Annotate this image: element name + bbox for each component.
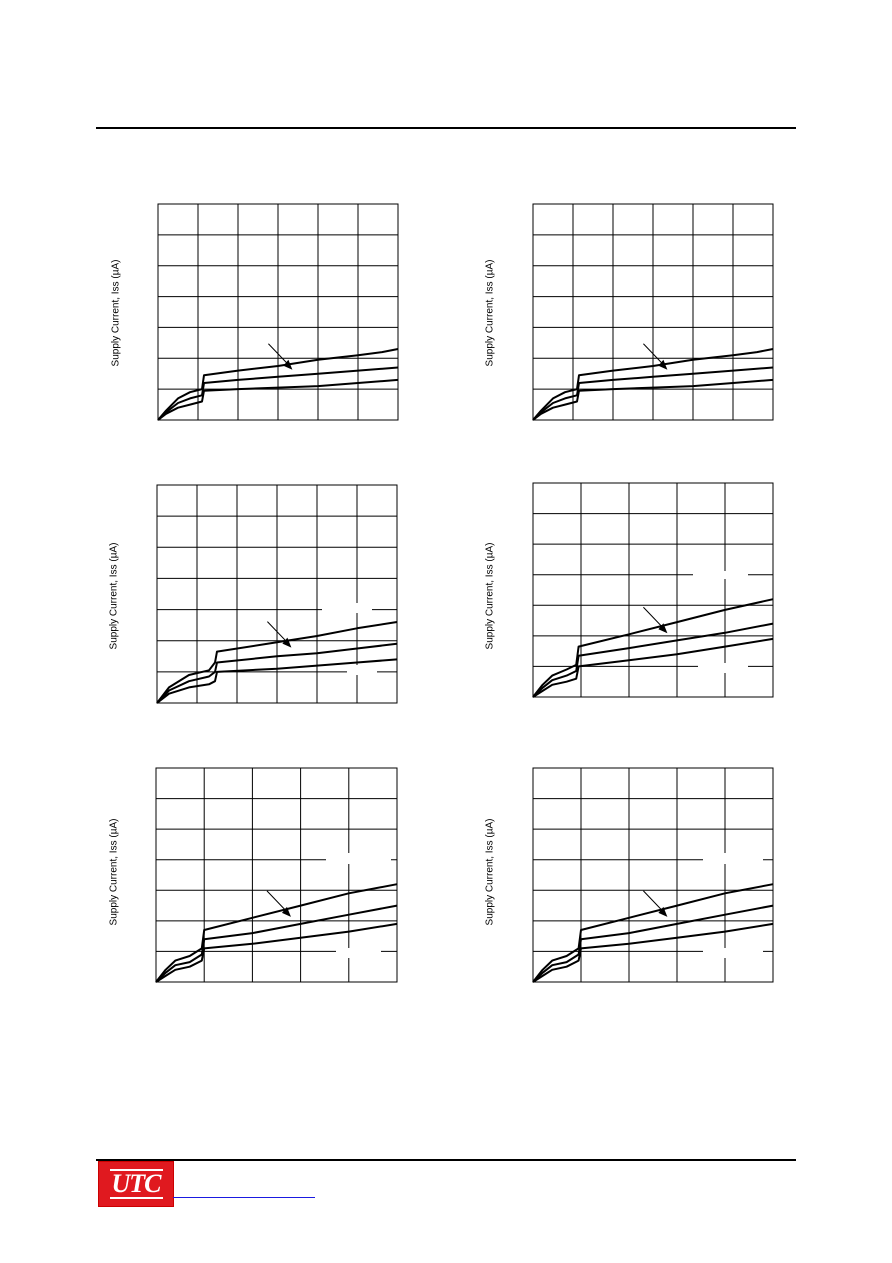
arrow-head [658,906,668,917]
series-line-2 [532,622,774,698]
grid-gap-2 [336,948,381,958]
plot-frame [532,203,774,421]
chart-3 [156,484,398,704]
y-axis-label-1: Supply Current, Iss (µA) [110,259,122,367]
y-axis-label-3: Supply Current, Iss (µA) [108,542,120,650]
arrow-head [281,906,291,917]
plot-frame [157,203,399,421]
series-line-1 [532,883,774,983]
series-line-3 [532,637,774,698]
chart-4 [532,482,774,698]
series-line-1 [157,348,399,421]
series-line-2 [156,642,398,704]
series-line-2 [532,904,774,983]
arrow-head [658,359,668,370]
chart-2 [532,203,774,421]
footer-rule [96,1159,796,1161]
y-axis-label-5: Supply Current, Iss (µA) [108,818,120,926]
y-axis-label-6: Supply Current, Iss (µA) [484,818,496,926]
grid-gap-1 [693,571,748,579]
series-line-3 [157,378,399,421]
series-line-3 [156,658,398,704]
series-line-1 [532,348,774,421]
utc-logo: UTC [98,1161,174,1207]
header-rule [96,127,796,129]
chart-6 [532,767,774,983]
series-line-3 [155,922,398,983]
arrow-head [658,623,668,634]
series-line-1 [155,883,398,983]
y-axis-label-4: Supply Current, Iss (µA) [484,542,496,650]
grid-gap-1 [322,603,372,613]
grid-gap-2 [347,665,377,675]
series-line-1 [532,598,774,698]
series-line-2 [155,904,398,983]
chart-5 [155,767,398,983]
series-line-2 [157,366,399,421]
utc-logo-text: UTC [109,1169,163,1199]
plot-frame [156,484,398,704]
arrow-head [283,359,293,370]
website-link[interactable] [173,1197,315,1198]
series-line-2 [532,366,774,421]
arrow-head [282,637,292,648]
grid-gap-1 [326,853,391,864]
grid-gap-2 [703,948,763,958]
grid-gap-1 [703,853,763,864]
plot-frame [155,767,398,983]
chart-1 [157,203,399,421]
grid-gap-2 [698,663,748,673]
y-axis-label-2: Supply Current, Iss (µA) [484,259,496,367]
plot-frame [532,482,774,698]
plot-frame [532,767,774,983]
series-line-3 [532,378,774,421]
series-line-3 [532,922,774,983]
series-line-1 [156,621,398,704]
